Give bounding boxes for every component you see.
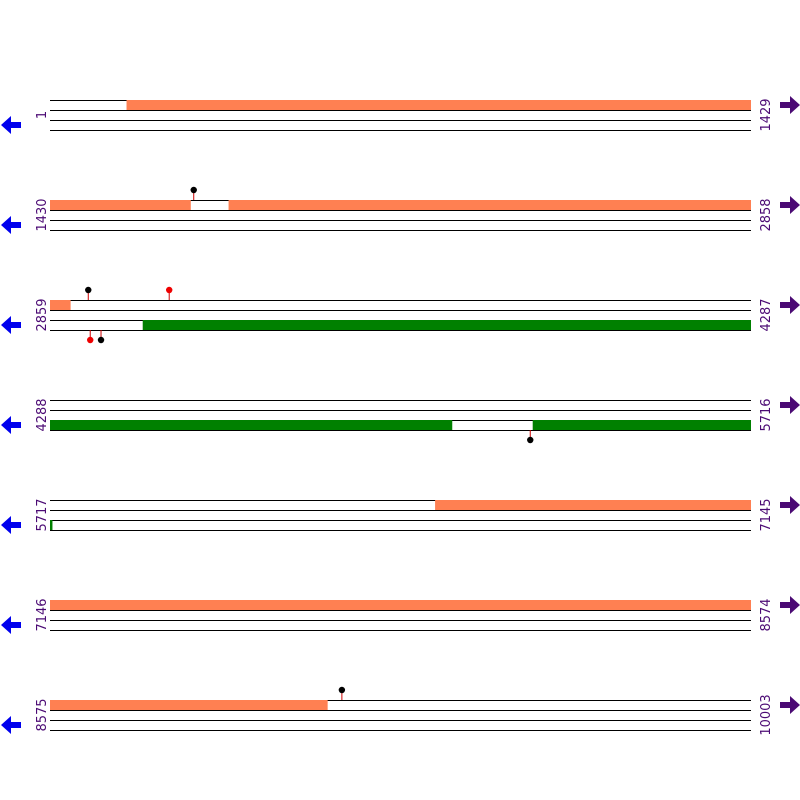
row-start-label: 8575 <box>35 698 50 731</box>
row-start-label: 1 <box>35 111 50 119</box>
arrow-right-icon <box>780 496 800 514</box>
row-end-label: 10003 <box>759 694 774 735</box>
reverse-feature-bar <box>532 420 751 430</box>
arrow-left-icon <box>1 316 21 334</box>
arrow-left-icon <box>1 616 21 634</box>
black-marker-dot <box>338 686 346 694</box>
map-row: 8575 10003 <box>1 686 800 736</box>
arrow-right-icon <box>780 396 800 414</box>
row-end-label: 7145 <box>759 498 774 531</box>
row-start-label: 7146 <box>35 598 50 631</box>
row-start-label: 1430 <box>35 198 50 231</box>
forward-feature-bar <box>50 200 191 210</box>
row-start-label: 5717 <box>35 498 50 531</box>
arrow-right-icon <box>780 196 800 214</box>
forward-feature-bar <box>435 500 751 510</box>
black-marker-dot <box>85 286 92 294</box>
row-end-label: 5716 <box>759 398 774 431</box>
red-marker-dot <box>166 286 173 294</box>
forward-feature-bar <box>50 600 751 610</box>
arrow-right-icon <box>780 296 800 314</box>
arrow-right-icon <box>780 96 800 114</box>
forward-feature-bar <box>126 100 751 110</box>
arrow-right-icon <box>780 696 800 714</box>
reverse-feature-bar <box>142 320 752 330</box>
black-marker-dot <box>190 186 197 194</box>
forward-feature-bar <box>50 700 328 710</box>
arrow-right-icon <box>780 596 800 614</box>
arrow-left-icon <box>1 416 21 434</box>
map-row: 2859 4287 <box>1 286 800 344</box>
row-start-label: 4288 <box>35 398 50 431</box>
arrow-left-icon <box>1 116 21 134</box>
red-marker-dot <box>87 336 94 344</box>
black-marker-dot <box>527 436 534 444</box>
black-marker-dot <box>97 336 105 344</box>
forward-feature-bar <box>50 300 71 310</box>
reverse-feature-bar <box>50 520 53 530</box>
arrow-left-icon <box>1 516 21 534</box>
map-row: 5717 7145 <box>1 496 800 534</box>
forward-feature-bar <box>228 200 752 210</box>
map-row: 1430 2858 <box>1 186 800 234</box>
map-row: 1 1429 <box>1 96 800 134</box>
row-end-label: 4287 <box>759 298 774 331</box>
row-end-label: 8574 <box>759 598 774 631</box>
arrow-left-icon <box>1 216 21 234</box>
arrow-left-icon <box>1 716 21 734</box>
reverse-feature-bar <box>50 420 453 430</box>
row-end-label: 1429 <box>759 98 774 131</box>
row-start-label: 2859 <box>35 298 50 331</box>
map-row: 4288 5716 <box>1 396 800 444</box>
map-row: 7146 8574 <box>1 596 800 634</box>
row-end-label: 2858 <box>759 198 774 231</box>
